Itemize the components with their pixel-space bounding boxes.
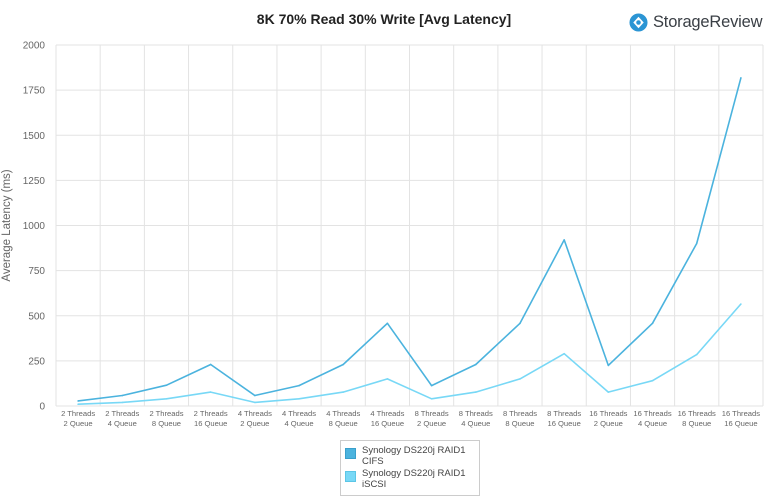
data-point bbox=[563, 352, 565, 355]
data-point bbox=[651, 379, 654, 382]
y-axis-label: Average Latency (ms) bbox=[1, 169, 13, 281]
x-tick-label: 8 Threads bbox=[547, 409, 581, 418]
x-tick-label: 4 Queue bbox=[461, 419, 490, 428]
x-tick-label: 2 Queue bbox=[594, 419, 623, 428]
x-tick-label: 16 Threads bbox=[633, 409, 671, 418]
chart-legend: Synology DS220j RAID1 CIFS Synology DS220… bbox=[340, 440, 480, 496]
data-point bbox=[209, 363, 212, 366]
data-point bbox=[77, 400, 79, 402]
x-tick-label: 4 Threads bbox=[370, 409, 404, 418]
data-point bbox=[121, 394, 124, 397]
data-point bbox=[607, 364, 610, 367]
data-point bbox=[474, 363, 477, 366]
y-tick-label: 500 bbox=[28, 311, 45, 322]
data-point bbox=[651, 322, 654, 325]
series-line bbox=[78, 303, 742, 405]
x-tick-label: 8 Queue bbox=[682, 419, 711, 428]
data-point bbox=[121, 401, 124, 404]
data-point bbox=[342, 391, 345, 393]
x-tick-label: 8 Threads bbox=[503, 409, 537, 418]
brand-logo: StorageReview bbox=[629, 13, 762, 32]
data-point bbox=[342, 363, 345, 366]
x-tick-label: 16 Threads bbox=[589, 409, 627, 418]
data-point bbox=[298, 384, 300, 387]
x-tick-label: 8 Threads bbox=[415, 409, 449, 418]
x-tick-label: 2 Queue bbox=[417, 419, 446, 428]
data-point bbox=[519, 378, 521, 380]
legend-label: Synology DS220j RAID1 CIFS bbox=[362, 445, 466, 467]
x-tick-label: 8 Queue bbox=[152, 419, 181, 428]
x-tick-label: 16 Queue bbox=[547, 419, 580, 428]
data-point bbox=[430, 384, 433, 387]
x-tick-label: 16 Threads bbox=[678, 409, 716, 418]
legend-swatch bbox=[345, 471, 356, 482]
x-tick-label: 4 Threads bbox=[326, 409, 360, 418]
data-point bbox=[740, 77, 742, 79]
x-tick-label: 16 Threads bbox=[722, 409, 760, 418]
x-tick-label: 2 Threads bbox=[194, 409, 228, 418]
x-tick-label: 4 Queue bbox=[108, 419, 137, 428]
x-tick-label: 4 Queue bbox=[638, 419, 667, 428]
data-point bbox=[254, 401, 256, 404]
data-point bbox=[77, 403, 79, 405]
x-tick-label: 2 Queue bbox=[240, 419, 269, 428]
x-tick-label: 2 Threads bbox=[105, 409, 139, 418]
y-tick-label: 250 bbox=[28, 356, 45, 367]
x-tick-label: 4 Queue bbox=[284, 419, 313, 428]
data-point bbox=[209, 391, 212, 393]
data-point bbox=[519, 322, 521, 325]
x-tick-label: 4 Threads bbox=[282, 409, 316, 418]
storagereview-logo-icon bbox=[629, 13, 648, 32]
x-tick-label: 8 Queue bbox=[505, 419, 534, 428]
y-tick-label: 1500 bbox=[23, 131, 46, 142]
legend-swatch bbox=[345, 448, 356, 459]
x-tick-label: 16 Queue bbox=[194, 419, 227, 428]
data-point bbox=[430, 397, 433, 400]
data-point bbox=[298, 397, 300, 400]
data-point bbox=[165, 397, 168, 400]
series-line bbox=[78, 77, 742, 402]
x-tick-label: 16 Queue bbox=[371, 419, 404, 428]
data-point bbox=[386, 378, 389, 380]
x-tick-label: 4 Threads bbox=[238, 409, 272, 418]
legend-label: Synology DS220j RAID1 iSCSI bbox=[362, 468, 466, 490]
y-tick-label: 1000 bbox=[23, 221, 46, 232]
data-point bbox=[607, 391, 610, 393]
chart-title: 8K 70% Read 30% Write [Avg Latency] bbox=[256, 11, 512, 27]
x-tick-label: 2 Queue bbox=[64, 419, 93, 428]
data-point bbox=[563, 239, 565, 241]
data-point bbox=[740, 303, 742, 305]
brand-name: StorageReview bbox=[653, 13, 763, 31]
y-tick-label: 1750 bbox=[23, 86, 46, 97]
x-tick-label: 16 Queue bbox=[724, 419, 757, 428]
data-point bbox=[695, 353, 698, 356]
data-point bbox=[386, 322, 389, 325]
y-tick-label: 750 bbox=[28, 266, 45, 277]
y-tick-label: 1250 bbox=[23, 176, 46, 187]
legend-item: Synology DS220j RAID1 CIFS bbox=[345, 445, 475, 467]
data-point bbox=[165, 384, 168, 387]
data-point bbox=[695, 242, 698, 245]
data-point bbox=[254, 394, 256, 397]
y-tick-label: 2000 bbox=[23, 41, 46, 52]
x-tick-label: 2 Threads bbox=[149, 409, 183, 418]
y-tick-label: 0 bbox=[39, 402, 45, 413]
x-tick-label: 2 Threads bbox=[61, 409, 95, 418]
data-point bbox=[474, 391, 477, 393]
x-tick-label: 8 Queue bbox=[329, 419, 358, 428]
legend-item: Synology DS220j RAID1 iSCSI bbox=[345, 468, 475, 490]
x-tick-label: 8 Threads bbox=[459, 409, 493, 418]
